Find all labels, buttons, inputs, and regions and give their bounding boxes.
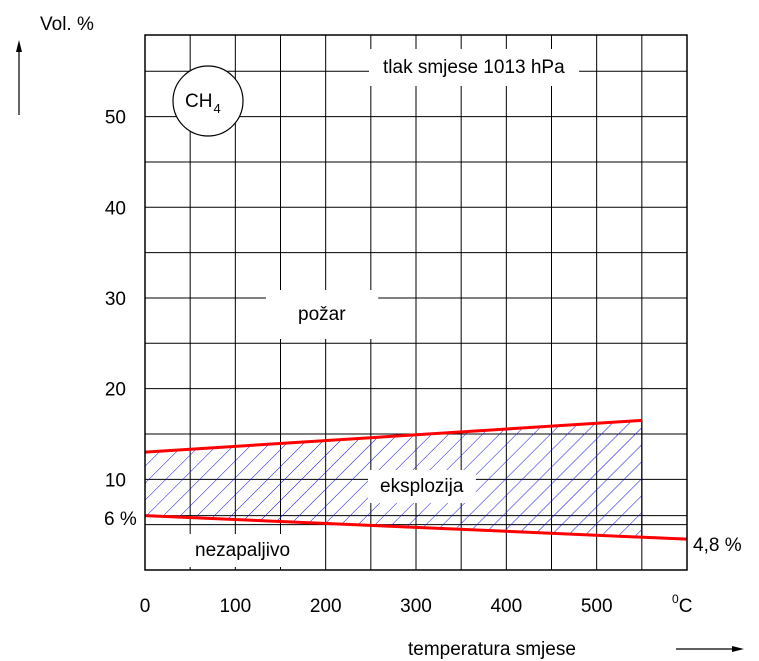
region-label-non-flammable: nezapaljivo [195,540,290,561]
label-background [183,534,303,567]
x-tick-label: 0 [140,596,151,617]
lower-limit-end-label: 4,8 % [693,535,742,556]
plot-frame [144,34,688,571]
gas-label: CH4 [185,91,221,116]
label-background [369,49,580,86]
x-tick-label: 100 [219,596,251,617]
x-axis-arrow-icon [676,646,744,652]
label-background [368,470,476,503]
x-tick-label: 300 [400,596,432,617]
upper-explosion-limit-line [145,418,642,454]
x-tick-label: 500 [581,596,613,617]
label-backgrounds [183,49,580,567]
explosion-limit-lines [145,418,687,541]
pressure-note: tlak smjese 1013 hPa [383,57,565,78]
region-label-fire: požar [298,304,346,325]
lower-explosion-limit-line [145,514,687,541]
region-label-explosion: eksplozija [380,476,464,497]
y-tick-label: 50 [105,108,126,129]
y-axis-label: Vol. % [40,14,94,35]
y-tick-label: 10 [105,470,126,491]
x-tick-labels: 0 100 200 300 400 500 [140,596,613,617]
y-tick-label: 40 [105,198,126,219]
y-tick-label: 20 [105,380,126,401]
y-tick-labels: 50 40 30 20 10 [105,108,126,492]
y-axis-arrow-icon [16,40,22,115]
label-background [266,290,379,339]
x-axis-unit: 0C [672,592,692,617]
x-axis-label: temperatura smjese [408,639,576,660]
y-tick-label: 30 [105,289,126,310]
x-tick-label: 200 [310,596,342,617]
gas-label-subscript: 4 [213,101,220,116]
gas-label-circle [172,65,244,137]
x-axis-unit-degree: 0 [672,592,679,606]
x-tick-label: 400 [490,596,522,617]
y-tick-label-lower-limit: 6 % [104,509,137,530]
